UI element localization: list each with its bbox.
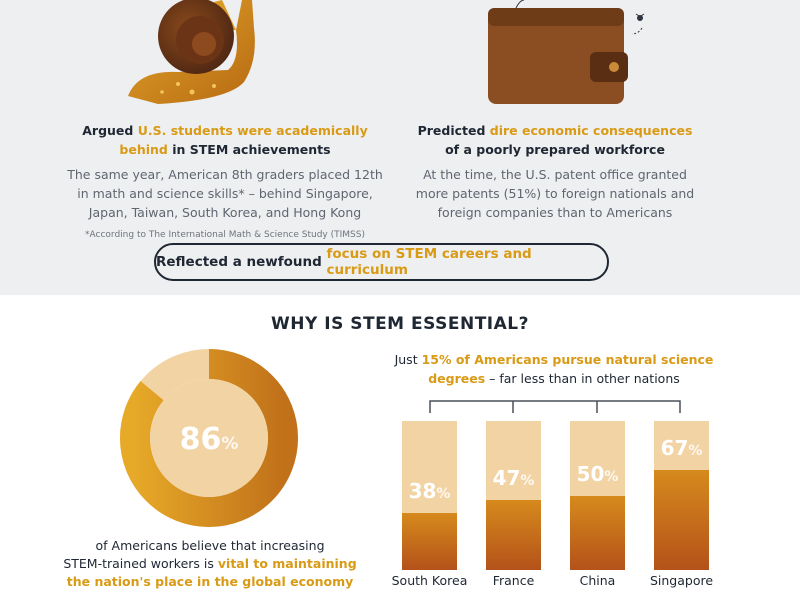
snail-illustration xyxy=(128,0,255,104)
top-section xyxy=(0,0,800,295)
donut-center xyxy=(150,379,268,497)
bar-value-label: 50% xyxy=(576,461,619,486)
right-column-title: Predicted dire economic consequences of … xyxy=(417,123,693,157)
bar-value-label: 67% xyxy=(660,436,703,461)
bar-category-label: France xyxy=(492,573,535,588)
degrees-heading: Just 15% of Americans pursue natural sci… xyxy=(394,352,714,386)
bar xyxy=(570,495,625,570)
bar xyxy=(402,513,457,570)
bar-category-label: China xyxy=(579,573,616,588)
right-column-body: At the time, the U.S. patent office gran… xyxy=(415,167,695,220)
bar-category-label: Singapore xyxy=(649,573,714,588)
right-column: Predicted dire economic consequences of … xyxy=(380,121,730,222)
donut-caption: of Americans believe that increasing STE… xyxy=(63,538,357,589)
timss-footnote: *According to The International Math & S… xyxy=(85,230,365,240)
left-column: Argued U.S. students were academically b… xyxy=(50,121,400,240)
bar-category-label: South Korea xyxy=(391,573,468,588)
bar xyxy=(654,470,709,570)
bar-value-label: 47% xyxy=(492,465,535,490)
section-title: WHY IS STEM ESSENTIAL? xyxy=(271,314,529,334)
donut-chart: 86% xyxy=(120,349,298,527)
donut-value: 86% xyxy=(180,422,239,457)
bar-value-label: 38% xyxy=(408,479,451,504)
bar-bracket xyxy=(429,400,681,413)
left-column-body: The same year, American 8th graders plac… xyxy=(67,167,383,220)
left-column-title: Argued U.S. students were academically b… xyxy=(82,123,368,157)
bar xyxy=(486,499,541,570)
donut-arc xyxy=(120,349,298,527)
stem-focus-pill: Reflected a newfound focus on STEM caree… xyxy=(154,243,609,281)
wallet-illustration xyxy=(488,0,645,104)
